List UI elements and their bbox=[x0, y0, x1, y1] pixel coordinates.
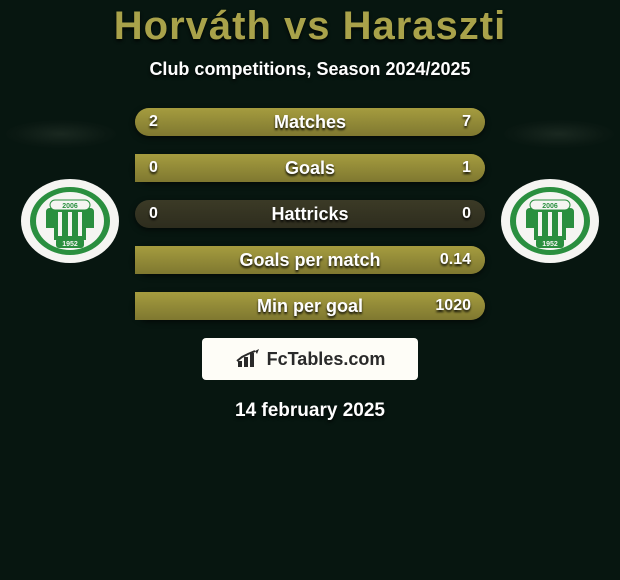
comparison-card: Horváth vs Haraszti Club competitions, S… bbox=[0, 0, 620, 422]
subtitle: Club competitions, Season 2024/2025 bbox=[0, 59, 620, 80]
stat-label: Hattricks bbox=[271, 204, 348, 225]
stat-label: Goals bbox=[285, 158, 335, 179]
stat-row: 2 Matches 7 bbox=[135, 108, 485, 136]
club-badge-left: 2006 1952 bbox=[20, 178, 120, 264]
stat-value-right: 1020 bbox=[435, 297, 471, 315]
page-title: Horváth vs Haraszti bbox=[0, 4, 620, 49]
svg-text:2006: 2006 bbox=[62, 203, 78, 210]
stat-value-right: 0.14 bbox=[440, 251, 471, 269]
stat-fill-right bbox=[212, 108, 485, 136]
source-logo: FcTables.com bbox=[202, 338, 418, 380]
svg-text:1952: 1952 bbox=[542, 241, 558, 248]
stat-value-right: 0 bbox=[462, 205, 471, 223]
stat-row: Goals per match 0.14 bbox=[135, 246, 485, 274]
stat-row: Min per goal 1020 bbox=[135, 292, 485, 320]
shadow-right bbox=[504, 120, 614, 148]
stat-label: Matches bbox=[274, 112, 346, 133]
stat-label: Goals per match bbox=[239, 250, 380, 271]
stat-fill-left bbox=[135, 108, 212, 136]
source-logo-text: FcTables.com bbox=[267, 349, 386, 370]
svg-text:2006: 2006 bbox=[542, 203, 558, 210]
chart-icon bbox=[235, 349, 261, 369]
stat-value-right: 1 bbox=[462, 159, 471, 177]
stat-row: 0 Hattricks 0 bbox=[135, 200, 485, 228]
date-label: 14 february 2025 bbox=[0, 400, 620, 422]
stat-value-right: 7 bbox=[462, 113, 471, 131]
stat-label: Min per goal bbox=[257, 296, 363, 317]
stat-value-left: 0 bbox=[149, 205, 158, 223]
svg-text:1952: 1952 bbox=[62, 241, 78, 248]
stat-value-left: 2 bbox=[149, 113, 158, 131]
stats-list: 2 Matches 7 0 Goals 1 0 Hattricks 0 Goals per mat… bbox=[135, 108, 485, 320]
stat-row: 0 Goals 1 bbox=[135, 154, 485, 182]
club-badge-right: 2006 1952 bbox=[500, 178, 600, 264]
stat-value-left: 0 bbox=[149, 159, 158, 177]
shadow-left bbox=[6, 120, 116, 148]
